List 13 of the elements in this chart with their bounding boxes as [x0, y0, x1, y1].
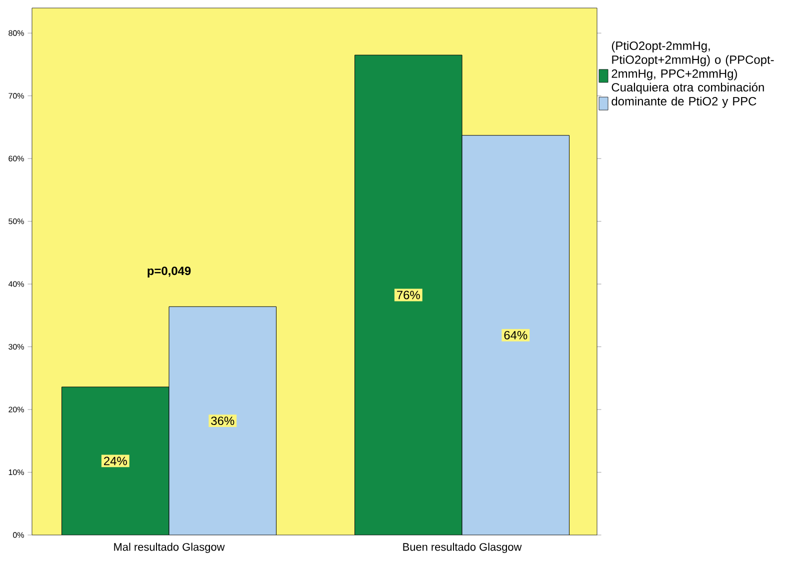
- data-label: 24%: [104, 456, 127, 466]
- x-tick-label: Mal resultado Glasgow: [114, 542, 225, 553]
- bar: [168, 306, 276, 535]
- legend-label: Cualquiera otra combinación dominante de PtiO2 y PPC: [612, 82, 764, 108]
- bar: [462, 135, 570, 535]
- text: (PtiO2opt-2mmHg, PtiO2opt+2mmHg) o (PPCopt-2mmHg, PPC+2mmHg): [612, 41, 774, 80]
- data-label: 76%: [397, 290, 420, 300]
- bar: [354, 54, 462, 535]
- bar: [62, 386, 170, 535]
- x-tick-label: Buen resultado Glasgow: [403, 542, 522, 553]
- data-label: 64%: [504, 330, 528, 340]
- data-label: 36%: [211, 416, 234, 426]
- annotation: p=0,049: [148, 266, 191, 278]
